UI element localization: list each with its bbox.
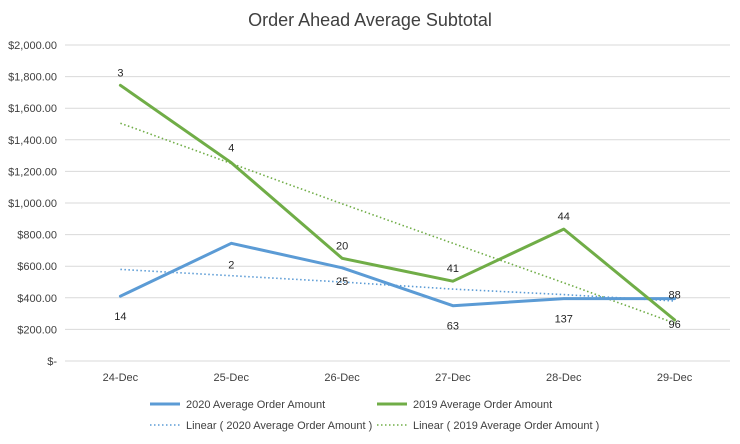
y-tick-label: $1,400.00	[8, 135, 57, 147]
y-tick-label: $800.00	[17, 230, 57, 242]
y-tick-label: $-	[47, 356, 57, 368]
data-label: 88	[668, 290, 680, 302]
legend-entry: Linear ( 2019 Average Order Amount )	[413, 420, 599, 432]
data-label: 4	[228, 143, 234, 155]
data-label: 96	[668, 319, 680, 331]
data-label: 3	[117, 67, 123, 79]
data-label: 20	[336, 240, 348, 252]
data-labels: 14 2 25 63 137 88 3 4 20 41 44 96	[114, 67, 680, 332]
legend-entry: 2020 Average Order Amount	[186, 399, 325, 411]
y-tick-label: $2,000.00	[8, 40, 57, 52]
y-tick-label: $200.00	[17, 324, 57, 336]
data-label: 2	[228, 259, 234, 271]
legend: 2020 Average Order Amount 2019 Average Or…	[150, 399, 599, 432]
data-label: 25	[336, 276, 348, 288]
data-label: 137	[555, 314, 573, 326]
x-tick-label: 25-Dec	[214, 372, 250, 384]
data-label: 44	[558, 211, 570, 223]
y-tick-label: $400.00	[17, 293, 57, 305]
chart-title: Order Ahead Average Subtotal	[248, 10, 492, 30]
y-tick-label: $1,600.00	[8, 103, 57, 115]
series-line-0	[118, 241, 677, 308]
y-axis-ticks: $- $200.00 $400.00 $600.00 $800.00 $1,000.00 $…	[8, 40, 57, 368]
x-tick-label: 26-Dec	[324, 372, 360, 384]
x-axis-ticks: 24-Dec 25-Dec 26-Dec 27-Dec 28-Dec 29-Dec	[103, 372, 693, 384]
x-tick-label: 29-Dec	[657, 372, 693, 384]
y-tick-label: $600.00	[17, 261, 57, 273]
series-lines	[118, 83, 677, 324]
data-label: 14	[114, 311, 126, 323]
x-tick-label: 28-Dec	[546, 372, 582, 384]
data-label: 63	[447, 321, 459, 333]
trendline-3	[120, 122, 675, 324]
x-tick-label: 27-Dec	[435, 372, 471, 384]
y-tick-label: $1,000.00	[8, 198, 57, 210]
series-line-1	[118, 83, 677, 322]
y-tick-label: $1,800.00	[8, 72, 57, 84]
trendline-2	[120, 268, 675, 302]
x-tick-label: 24-Dec	[103, 372, 139, 384]
gridlines	[65, 44, 730, 362]
y-tick-label: $1,200.00	[8, 166, 57, 178]
legend-entry: Linear ( 2020 Average Order Amount )	[186, 420, 372, 432]
data-label: 41	[447, 263, 459, 275]
legend-entry: 2019 Average Order Amount	[413, 399, 552, 411]
